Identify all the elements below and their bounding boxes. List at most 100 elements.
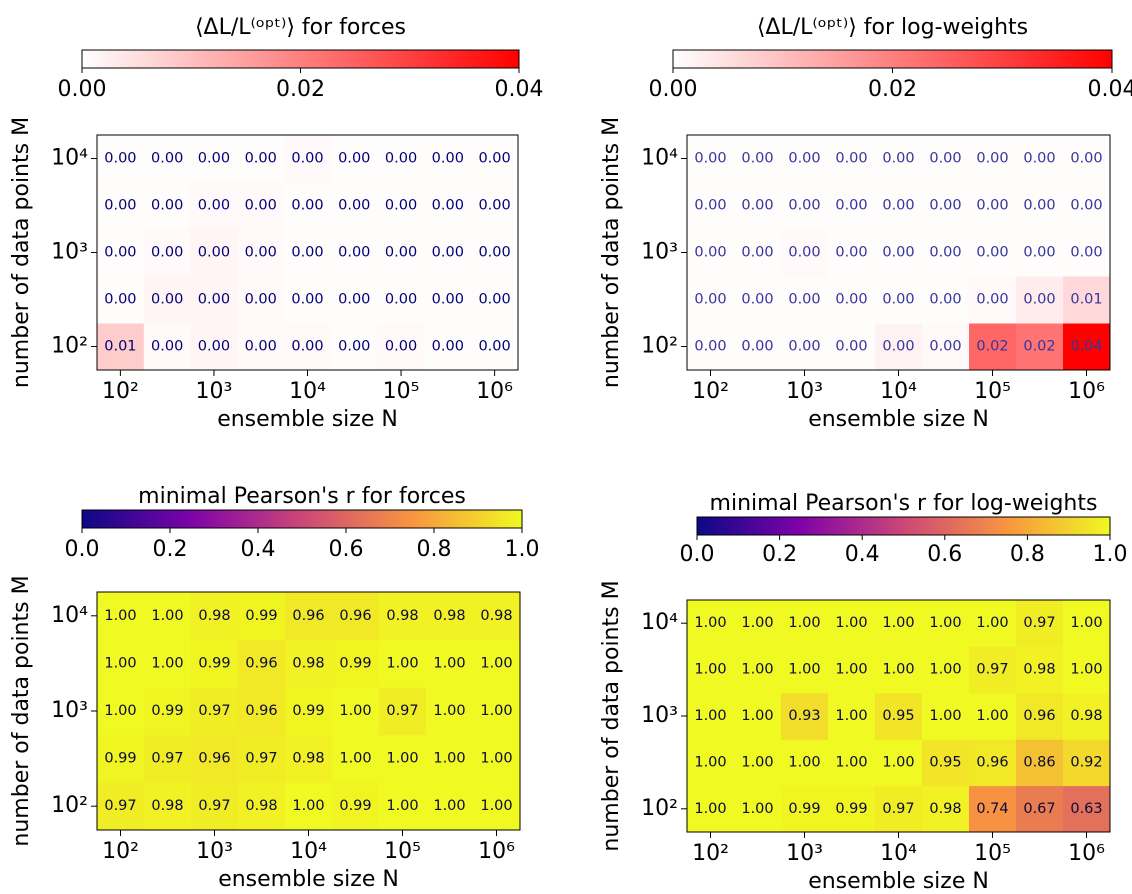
- cell-label: 0.00: [478, 151, 510, 167]
- heatmap-cell: [687, 228, 735, 277]
- cell-label: 0.00: [291, 292, 323, 308]
- x-axis-label: ensemble size N: [217, 407, 398, 432]
- heatmap-cell: [1016, 739, 1064, 787]
- cell-label: 0.63: [1070, 801, 1102, 817]
- heatmap-cell: [379, 687, 427, 736]
- heatmap-cell: [922, 646, 970, 694]
- heatmap-cell: [1016, 135, 1064, 183]
- heatmap-cell: [733, 692, 782, 740]
- heatmap-cell: [1063, 739, 1111, 787]
- cell-label: 0.00: [104, 244, 136, 260]
- cell-label: 0.96: [198, 751, 230, 767]
- cell-label: 0.99: [104, 751, 136, 767]
- heatmap-cell: [284, 322, 332, 371]
- x-tick-label: 10³: [786, 379, 823, 404]
- cell-label: 0.93: [788, 708, 820, 724]
- heatmap-cell: [687, 182, 735, 230]
- cell-label: 0.00: [929, 151, 961, 167]
- x-tick-label: 10³: [786, 841, 823, 866]
- heatmap-cell: [733, 276, 782, 324]
- colorbar-tick-label: 0.02: [276, 77, 325, 102]
- cell-label: 1.00: [694, 754, 726, 770]
- heatmap-cell: [1063, 182, 1111, 230]
- heatmap-cell: [237, 276, 285, 324]
- y-axis-label: number of data points M: [599, 580, 624, 851]
- cell-label: 1.00: [480, 655, 512, 671]
- cell-label: 0.00: [104, 151, 136, 167]
- heatmap-cell: [143, 276, 192, 324]
- heatmap-cell: [97, 135, 145, 183]
- heatmap-cell: [424, 228, 472, 277]
- cell-label: 0.00: [741, 292, 773, 308]
- heatmap-cell: [1016, 322, 1064, 371]
- cell-label: 0.99: [151, 703, 183, 719]
- colorbar-title: minimal Pearson's r for log-weights: [710, 491, 1098, 516]
- heatmap-cell: [190, 276, 238, 324]
- cell-label: 0.00: [741, 198, 773, 214]
- heatmap-cell: [969, 182, 1017, 230]
- heatmap-cell: [377, 135, 425, 183]
- heatmap-cell: [733, 646, 782, 694]
- colorbar-tick-label: 0.6: [329, 537, 364, 562]
- heatmap-cell: [284, 228, 332, 277]
- colorbar-title: ⟨ΔL/L⁽ᵒᵖᵗ⁾⟩ for log-weights: [757, 15, 1028, 40]
- heatmap-cell: [1063, 276, 1111, 324]
- heatmap-cell: [687, 739, 735, 787]
- heatmap-cell: [97, 687, 145, 736]
- cell-label: 0.00: [976, 292, 1008, 308]
- heatmap-cell: [1063, 785, 1111, 833]
- cell-label: 0.00: [385, 338, 417, 354]
- heatmap-cell: [875, 135, 923, 183]
- heatmap-cell: [827, 276, 876, 324]
- heatmap-cell: [471, 135, 519, 183]
- x-tick-label: 10⁴: [880, 841, 917, 866]
- heatmap-cell: [426, 639, 474, 688]
- cell-label: 0.99: [835, 801, 867, 817]
- cell-label: 1.00: [104, 655, 136, 671]
- cell-label: 0.04: [1070, 338, 1102, 354]
- cell-label: 0.00: [198, 292, 230, 308]
- heatmap-cell: [97, 639, 145, 688]
- colorbar-tick-label: 0.04: [495, 77, 544, 102]
- cell-label: 1.00: [835, 615, 867, 631]
- heatmap-cell: [1016, 182, 1064, 230]
- heatmap-cell: [969, 646, 1017, 694]
- heatmap-cell: [190, 182, 238, 230]
- heatmap-cell: [332, 592, 380, 641]
- cell-label: 1.00: [976, 708, 1008, 724]
- colorbar-title: minimal Pearson's r for forces: [138, 484, 466, 509]
- cell-label: 0.00: [882, 292, 914, 308]
- cell-label: 0.00: [882, 338, 914, 354]
- cell-label: 1.00: [788, 754, 820, 770]
- heatmap-cell: [827, 739, 876, 787]
- cell-label: 0.00: [741, 244, 773, 260]
- x-tick-label: 10⁶: [478, 839, 515, 864]
- cell-label: 0.00: [385, 292, 417, 308]
- y-tick-label: 10²: [641, 333, 678, 358]
- colorbar: [81, 509, 523, 529]
- heatmap-cell: [377, 182, 425, 230]
- cell-label: 1.00: [741, 708, 773, 724]
- heatmap-cell: [97, 182, 145, 230]
- cell-label: 1.00: [104, 703, 136, 719]
- cell-label: 0.99: [245, 608, 277, 624]
- y-tick-label: 10⁴: [51, 603, 88, 628]
- heatmap-cell: [285, 782, 333, 831]
- heatmap-cell: [143, 322, 192, 371]
- heatmap-cell: [687, 646, 735, 694]
- cell-label: 0.95: [929, 754, 961, 770]
- cell-label: 0.00: [835, 244, 867, 260]
- heatmap-cell: [190, 228, 238, 277]
- cell-label: 0.74: [976, 801, 1008, 817]
- y-tick-label: 10³: [641, 703, 678, 728]
- heatmap-cell: [781, 600, 829, 647]
- heatmap-cell: [1016, 646, 1064, 694]
- x-tick-label: 10⁶: [1068, 379, 1105, 404]
- cell-label: 0.00: [151, 151, 183, 167]
- heatmap-cell: [97, 734, 145, 783]
- colorbar-tick-label: 0.4: [241, 537, 276, 562]
- cell-label: 0.00: [788, 244, 820, 260]
- heatmap-cell: [781, 692, 829, 740]
- cell-label: 1.00: [433, 703, 465, 719]
